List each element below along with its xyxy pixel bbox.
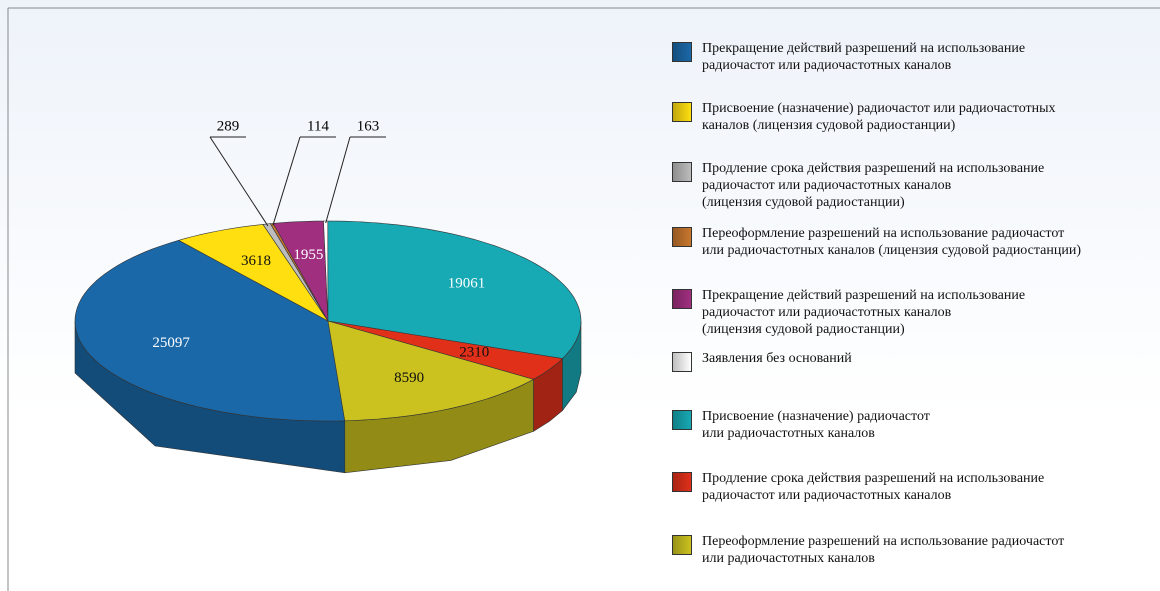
data-label: 25097	[152, 335, 190, 351]
legend-item: Переоформление разрешений на использован…	[672, 225, 1081, 259]
legend-label: Переоформление разрешений на использован…	[702, 534, 1065, 566]
legend-label: Продление срока действия разрешений на и…	[702, 161, 1045, 210]
slice	[327, 320, 564, 380]
legend-swatch	[672, 410, 692, 430]
legend-swatch	[672, 352, 692, 372]
legend-swatch	[672, 472, 692, 492]
slice	[74, 239, 346, 422]
data-label: 114	[307, 118, 329, 134]
legend-swatch	[672, 535, 692, 555]
data-label: 8590	[394, 370, 424, 386]
legend-label: Присвоение (назначение) радиочастот или …	[702, 101, 1056, 133]
data-label: 3618	[241, 253, 271, 269]
legend-item: Присвоение (назначение) радиочастот или …	[672, 100, 1056, 134]
legend-item: Продление срока действия разрешений на и…	[672, 160, 1044, 211]
legend-label: Заявления без оснований	[702, 351, 852, 366]
legend-item: Прекращение действий разрешений на испол…	[672, 287, 1025, 338]
legend-swatch	[672, 102, 692, 122]
legend-label: Продление срока действия разрешений на и…	[702, 471, 1045, 503]
slice	[177, 224, 329, 322]
legend-item: Переоформление разрешений на использован…	[672, 533, 1064, 567]
legend-label: Прекращение действий разрешений на испол…	[702, 41, 1026, 73]
legend-label: Присвоение (назначение) радиочастот или …	[702, 409, 930, 441]
legend-label: Прекращение действий разрешений на испол…	[702, 288, 1026, 337]
data-label: 289	[217, 118, 240, 134]
legend-swatch	[672, 162, 692, 182]
data-label: 1955	[293, 247, 323, 263]
legend-swatch	[672, 42, 692, 62]
leader-line	[209, 136, 269, 227]
legend-item: Прекращение действий разрешений на испол…	[672, 40, 1025, 74]
legend-item: Заявления без оснований	[672, 350, 852, 372]
slice	[327, 320, 535, 422]
legend-item: Присвоение (назначение) радиочастот или …	[672, 408, 930, 442]
data-label: 163	[357, 118, 380, 134]
data-label: 2310	[459, 344, 489, 360]
leader-line	[272, 136, 301, 226]
legend-item: Продление срока действия разрешений на и…	[672, 470, 1044, 504]
legend-label: Переоформление разрешений на использован…	[702, 226, 1082, 258]
data-label: 19061	[448, 276, 486, 292]
leader-line	[325, 136, 351, 224]
slice	[327, 220, 582, 359]
legend-swatch	[672, 227, 692, 247]
slice	[272, 220, 329, 322]
legend-swatch	[672, 289, 692, 309]
